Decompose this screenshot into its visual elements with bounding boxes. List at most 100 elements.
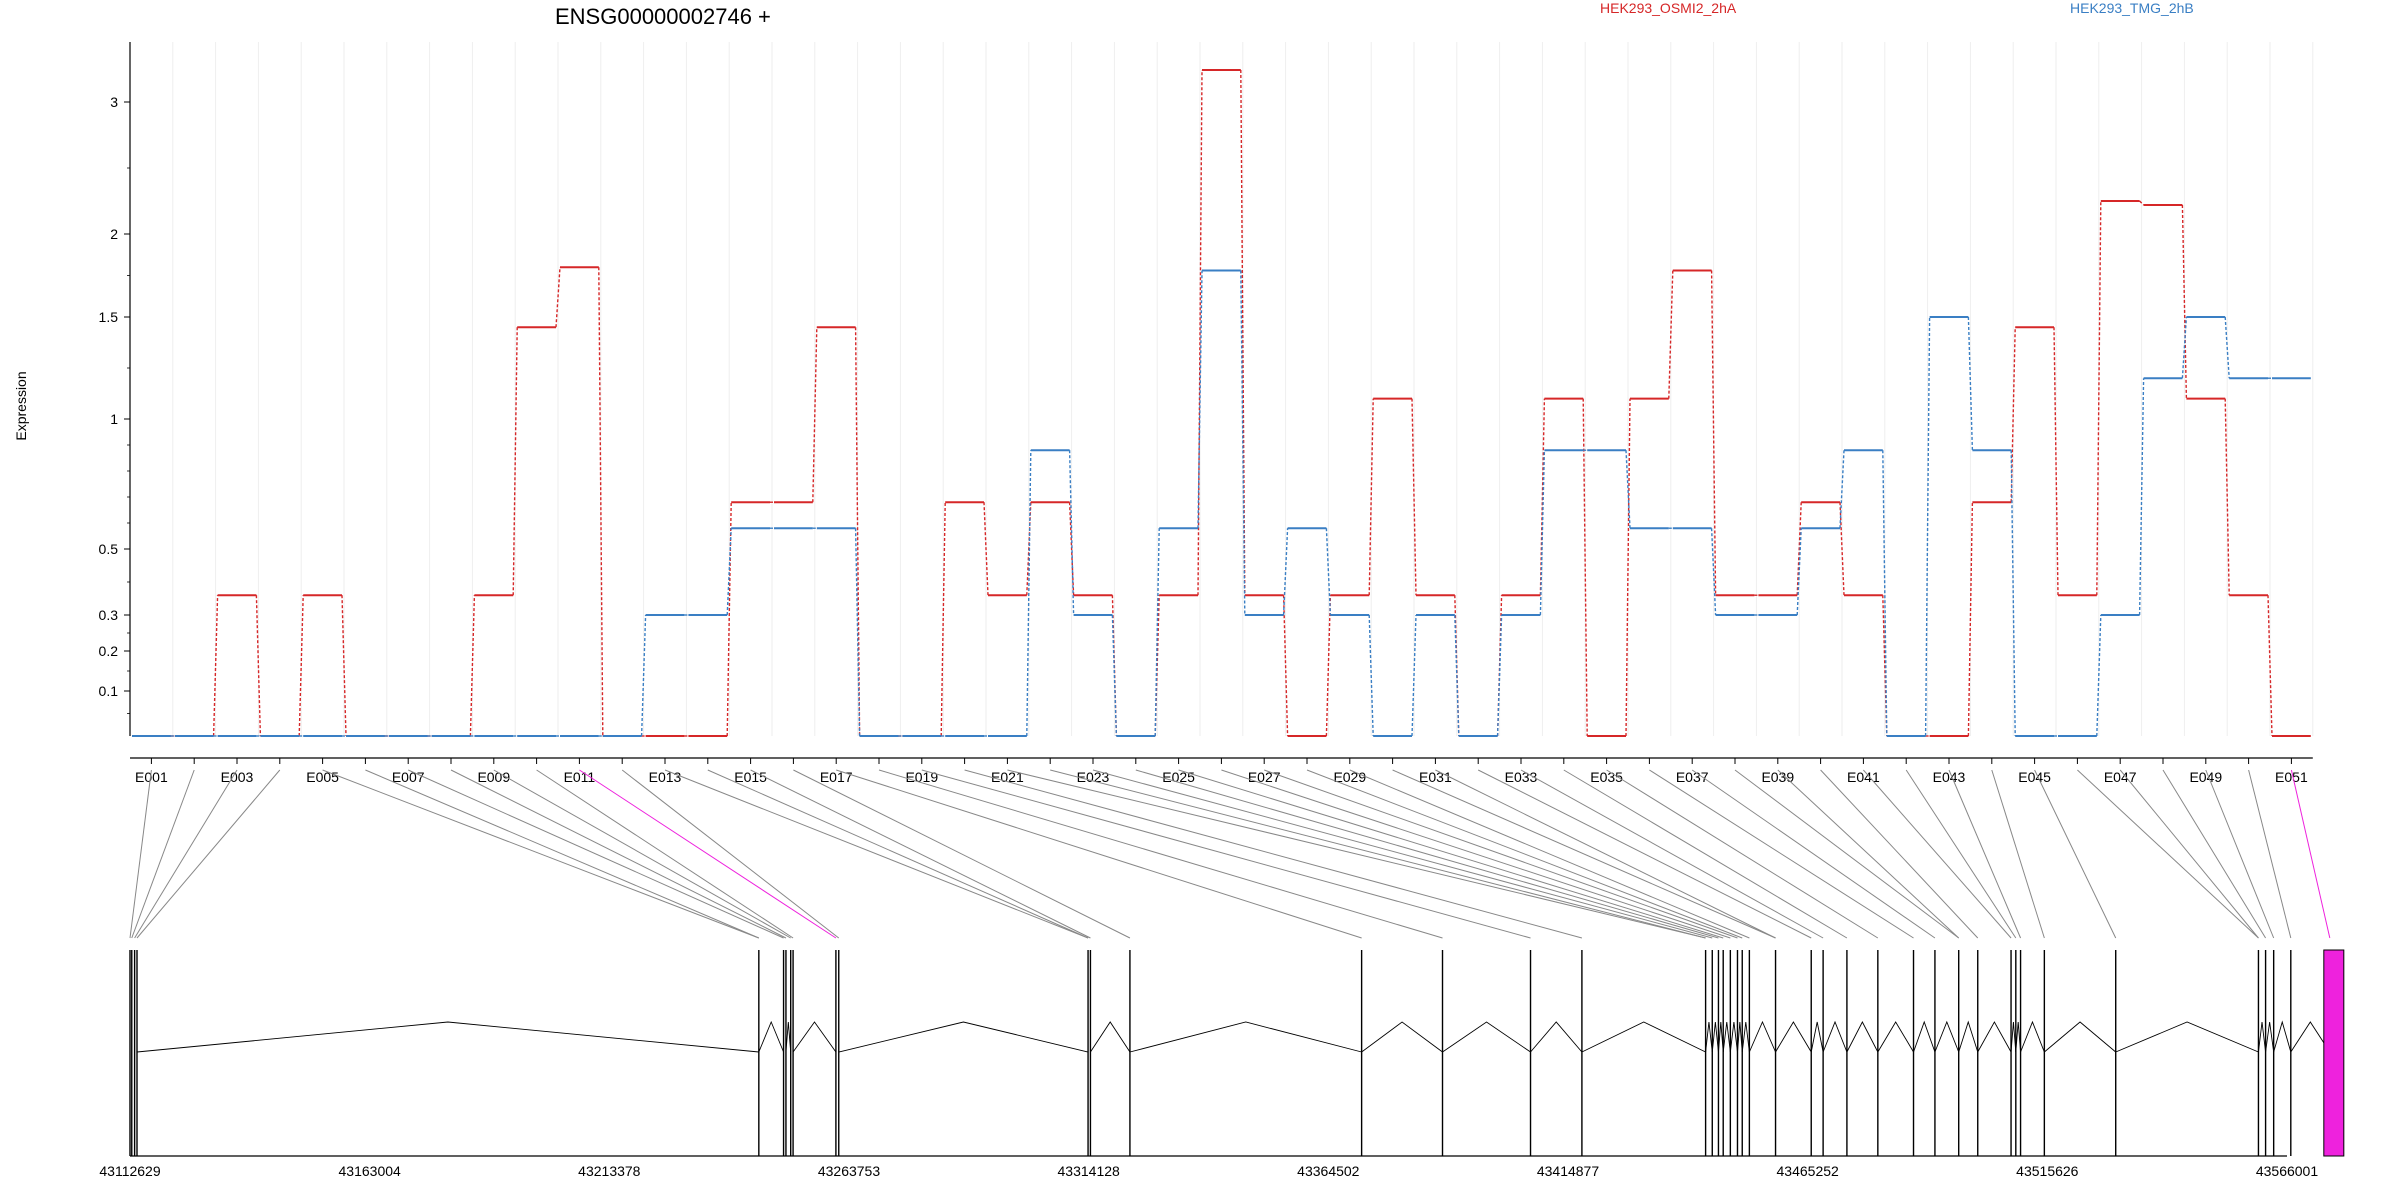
y-axis: 0.1 0.2 0.3 0.5 1 1.5 2 3 xyxy=(99,42,131,736)
x-tick-label: E027 xyxy=(1248,769,1281,785)
mapping-line xyxy=(134,769,238,939)
series-transition xyxy=(1710,270,1717,596)
series-2 xyxy=(132,269,2311,737)
y-tick-label: 2 xyxy=(110,226,118,242)
mapping-line xyxy=(1691,769,1936,939)
series-transition xyxy=(2224,316,2230,379)
mapping-line xyxy=(1948,769,2022,939)
x-axis: E001 E003 E005 E007 E009 E011 E013 E015 E017 E019… xyxy=(130,757,2313,785)
series-transition xyxy=(1282,595,1289,737)
gene-title: ENSG00000002746 + xyxy=(555,4,771,29)
intron xyxy=(1846,1021,1879,1053)
mapping-line xyxy=(1777,769,1960,939)
coordinate-label: 43314128 xyxy=(1058,1163,1121,1179)
y-tick-label: 0.1 xyxy=(99,683,119,699)
intron xyxy=(1090,1021,1131,1053)
mapping-line xyxy=(707,769,1089,939)
mapping-line xyxy=(750,769,1091,939)
series-transition xyxy=(555,267,561,328)
series-transition xyxy=(212,595,219,737)
series-transition xyxy=(726,502,732,737)
series-1 xyxy=(132,69,2311,737)
series-transition xyxy=(2096,200,2102,596)
mapping-line xyxy=(493,769,791,939)
intron xyxy=(1775,1021,1812,1053)
x-tick-label: E031 xyxy=(1419,769,1452,785)
mapping-line xyxy=(2248,769,2292,939)
y-tick-label: 0.2 xyxy=(99,643,119,659)
series-transition xyxy=(1368,614,1374,737)
exon-grid xyxy=(129,42,2314,736)
x-tick-label: E051 xyxy=(2275,769,2308,785)
x-tick-label: E041 xyxy=(1847,769,1880,785)
intron xyxy=(1810,1021,1824,1053)
mapping-line xyxy=(131,769,195,939)
mapping-line xyxy=(664,769,1089,939)
intron xyxy=(758,1020,784,1053)
x-tick-label: E039 xyxy=(1761,769,1794,785)
series-transition xyxy=(1967,502,1974,737)
mapping-line xyxy=(1520,769,1824,939)
mapping-line xyxy=(1649,769,1914,939)
intron xyxy=(2010,1021,2017,1053)
series-transition xyxy=(1240,270,1246,616)
series-transition xyxy=(983,502,989,596)
series-transition xyxy=(469,595,476,737)
series-transition xyxy=(2096,614,2102,737)
intron xyxy=(2115,1021,2259,1053)
series-transition xyxy=(1967,316,1974,451)
x-tick-label: E023 xyxy=(1077,769,1110,785)
x-tick-label: E009 xyxy=(477,769,510,785)
intron xyxy=(1722,1021,1731,1053)
intron xyxy=(1741,1021,1750,1053)
x-tick-label: E033 xyxy=(1505,769,1538,785)
series-transition xyxy=(2267,595,2273,737)
intron xyxy=(1877,1021,1914,1053)
series-transition xyxy=(298,595,304,737)
intron xyxy=(1729,1021,1738,1053)
mapping-line xyxy=(1863,769,2012,939)
mapping-line xyxy=(1221,769,1731,939)
intron xyxy=(1977,1021,2012,1053)
series-transition xyxy=(1111,614,1118,737)
series-transition xyxy=(1197,270,1203,529)
mapping-line xyxy=(1734,769,1960,939)
series-transition xyxy=(1454,614,1460,737)
mapping-line xyxy=(450,769,787,939)
mapping-line xyxy=(1563,769,1848,939)
mapping-line xyxy=(1264,769,1738,939)
intron xyxy=(2015,1021,2022,1053)
intron xyxy=(2044,1021,2117,1053)
series-transition xyxy=(1625,450,1631,529)
series-transition xyxy=(940,502,946,737)
intron xyxy=(1705,1021,1713,1053)
series-transition xyxy=(598,267,604,737)
series-transition xyxy=(1668,270,1674,399)
mapping-line xyxy=(536,769,794,939)
intron xyxy=(2265,1021,2275,1053)
intron xyxy=(1934,1020,1960,1053)
series-transition xyxy=(1882,450,1888,737)
x-tick-label: E015 xyxy=(734,769,767,785)
mapping-line xyxy=(1435,769,1776,939)
coordinate-label: 43414877 xyxy=(1537,1163,1600,1179)
series-transition xyxy=(812,327,818,503)
mapping-line xyxy=(1606,769,1879,939)
x-tick-label: E017 xyxy=(820,769,853,785)
series-transition xyxy=(2010,327,2016,503)
y-tick-label: 1.5 xyxy=(99,309,119,325)
highlighted-exon xyxy=(2323,949,2345,1157)
mapping-line xyxy=(1392,769,1776,939)
mapping-line xyxy=(2077,769,2259,939)
series-transition xyxy=(1796,528,1802,616)
series-transition xyxy=(1625,398,1631,737)
coordinate-label: 43163004 xyxy=(339,1163,402,1179)
mapping-line xyxy=(1349,769,1750,939)
x-tick-label: E035 xyxy=(1590,769,1623,785)
series-transition xyxy=(1539,450,1546,616)
intron xyxy=(136,1021,759,1053)
mapping-line xyxy=(1820,769,1979,939)
intron xyxy=(2273,1020,2292,1053)
mapping-line xyxy=(129,769,152,939)
